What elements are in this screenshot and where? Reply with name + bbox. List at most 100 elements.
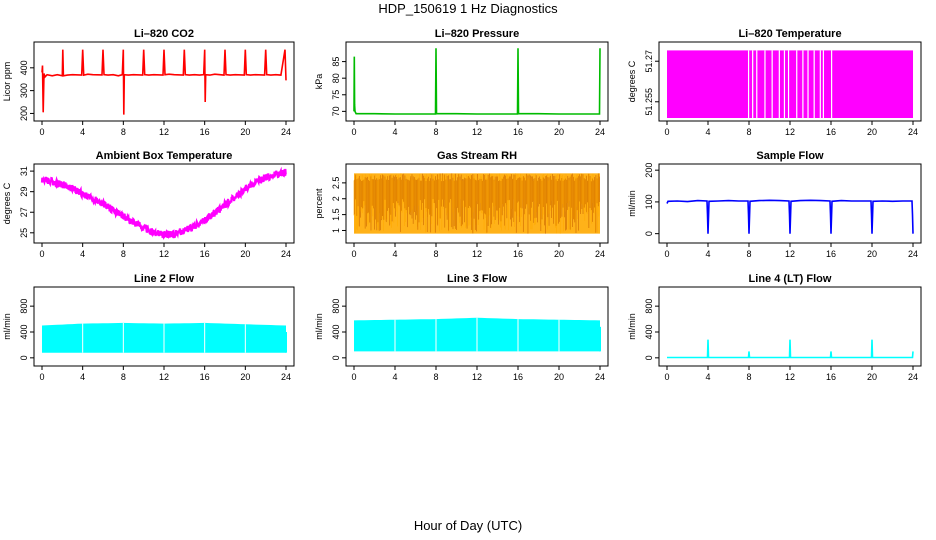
x-tick-label: 12 — [159, 372, 169, 382]
y-tick-label: 400 — [331, 324, 341, 339]
band-gap — [807, 50, 809, 118]
x-tick-label: 16 — [513, 372, 523, 382]
x-tick-label: 4 — [705, 372, 710, 382]
y-axis-label: Licor ppm — [2, 62, 12, 102]
x-tick-label: 0 — [351, 127, 356, 137]
y-tick-label: 25 — [19, 228, 29, 238]
y-tick-label: 1 — [331, 228, 341, 233]
band-gap — [771, 50, 773, 118]
band-gap — [747, 50, 750, 118]
x-tick-label: 20 — [867, 372, 877, 382]
panel-title: Li–820 Temperature — [738, 28, 841, 40]
x-tick-label: 4 — [705, 127, 710, 137]
y-axis-label: ml/min — [627, 190, 637, 217]
x-tick-label: 0 — [39, 127, 44, 137]
x-tick-label: 12 — [785, 249, 795, 259]
x-tick-label: 20 — [867, 249, 877, 259]
panel-8: Line 3 Flow ml/min 0 4 8 12 16 20 24 0 400 800 — [314, 273, 609, 382]
y-tick-label: 80 — [331, 73, 341, 83]
x-tick-label: 24 — [595, 372, 605, 382]
x-tick-label: 8 — [121, 127, 126, 137]
x-tick-label: 4 — [80, 127, 85, 137]
panel-title: Li–820 CO2 — [134, 28, 194, 40]
band-gap — [783, 50, 786, 118]
x-tick-label: 4 — [392, 372, 397, 382]
x-tick-label: 12 — [472, 249, 482, 259]
y-tick-label: 51.27 — [644, 50, 654, 73]
series-line — [41, 49, 287, 115]
x-tick-label: 0 — [664, 372, 669, 382]
x-tick-label: 16 — [513, 249, 523, 259]
x-tick-label: 8 — [746, 127, 751, 137]
x-tick-label: 24 — [281, 372, 291, 382]
y-tick-label: 2 — [331, 196, 341, 201]
y-tick-label: 400 — [644, 324, 654, 339]
x-tick-label: 0 — [664, 127, 669, 137]
x-tick-label: 8 — [433, 127, 438, 137]
y-tick-label: 800 — [331, 299, 341, 314]
x-tick-label: 4 — [705, 249, 710, 259]
y-tick-label: 100 — [644, 194, 654, 209]
panel-title: Line 3 Flow — [447, 273, 507, 285]
band-gap — [802, 50, 804, 118]
y-tick-label: 0 — [331, 355, 341, 360]
y-tick-label: 0 — [644, 355, 654, 360]
band-gap — [813, 50, 815, 118]
band-gap — [822, 50, 824, 118]
y-tick-label: 800 — [644, 299, 654, 314]
series-line — [666, 199, 914, 234]
x-tick-label: 8 — [121, 372, 126, 382]
x-tick-label: 8 — [121, 249, 126, 259]
series-line — [353, 48, 601, 115]
band-gap — [787, 50, 790, 118]
y-tick-label: 51.255 — [644, 88, 654, 116]
panel-title: Sample Flow — [756, 150, 824, 162]
x-axis-label: Hour of Day (UTC) — [413, 518, 523, 533]
panel-6: Sample Flow ml/min 0 4 8 12 16 20 24 0 100 200 — [627, 150, 922, 259]
y-tick-label: 1.5 — [331, 208, 341, 221]
band-gap — [778, 50, 780, 118]
x-tick-label: 8 — [746, 249, 751, 259]
y-tick-label: 70 — [331, 106, 341, 116]
x-tick-label: 12 — [785, 127, 795, 137]
x-tick-label: 4 — [392, 127, 397, 137]
y-tick-label: 2.5 — [331, 177, 341, 190]
x-tick-label: 4 — [80, 372, 85, 382]
x-tick-label: 24 — [281, 127, 291, 137]
y-tick-label: 0 — [644, 231, 654, 236]
x-tick-label: 24 — [281, 249, 291, 259]
band-gap — [831, 50, 833, 118]
y-axis-label: percent — [314, 188, 324, 219]
panel-title: Line 4 (LT) Flow — [749, 273, 832, 285]
panel-title: Li–820 Pressure — [435, 28, 519, 40]
y-tick-label: 400 — [19, 60, 29, 75]
series-line — [667, 339, 914, 359]
x-tick-label: 12 — [472, 127, 482, 137]
panel-title: Line 2 Flow — [134, 273, 194, 285]
x-tick-label: 20 — [240, 249, 250, 259]
y-tick-label: 75 — [331, 90, 341, 100]
x-tick-label: 16 — [826, 249, 836, 259]
x-tick-label: 16 — [826, 372, 836, 382]
band-gap — [752, 50, 754, 118]
x-tick-label: 12 — [159, 127, 169, 137]
y-axis-label: ml/min — [627, 313, 637, 340]
series-line — [40, 166, 287, 241]
x-tick-label: 20 — [554, 127, 564, 137]
panel-7: Line 2 Flow ml/min 0 4 8 12 16 20 24 0 400 800 — [2, 273, 295, 382]
panel-9: Line 4 (LT) Flow ml/min 0 4 8 12 16 20 24 0 400 800 — [627, 273, 922, 382]
band-gap — [756, 50, 758, 118]
x-tick-label: 12 — [159, 249, 169, 259]
x-tick-label: 12 — [785, 372, 795, 382]
y-axis-label: ml/min — [2, 313, 12, 340]
x-tick-label: 4 — [80, 249, 85, 259]
x-tick-label: 8 — [746, 372, 751, 382]
x-tick-label: 16 — [200, 249, 210, 259]
band-gap — [764, 50, 766, 118]
y-axis-label: kPa — [314, 74, 324, 90]
panel-3: Li–820 Temperature degrees C 0 4 8 12 16 20 24 51… — [627, 28, 922, 137]
x-tick-label: 0 — [39, 372, 44, 382]
x-tick-label: 20 — [240, 127, 250, 137]
x-tick-label: 16 — [826, 127, 836, 137]
